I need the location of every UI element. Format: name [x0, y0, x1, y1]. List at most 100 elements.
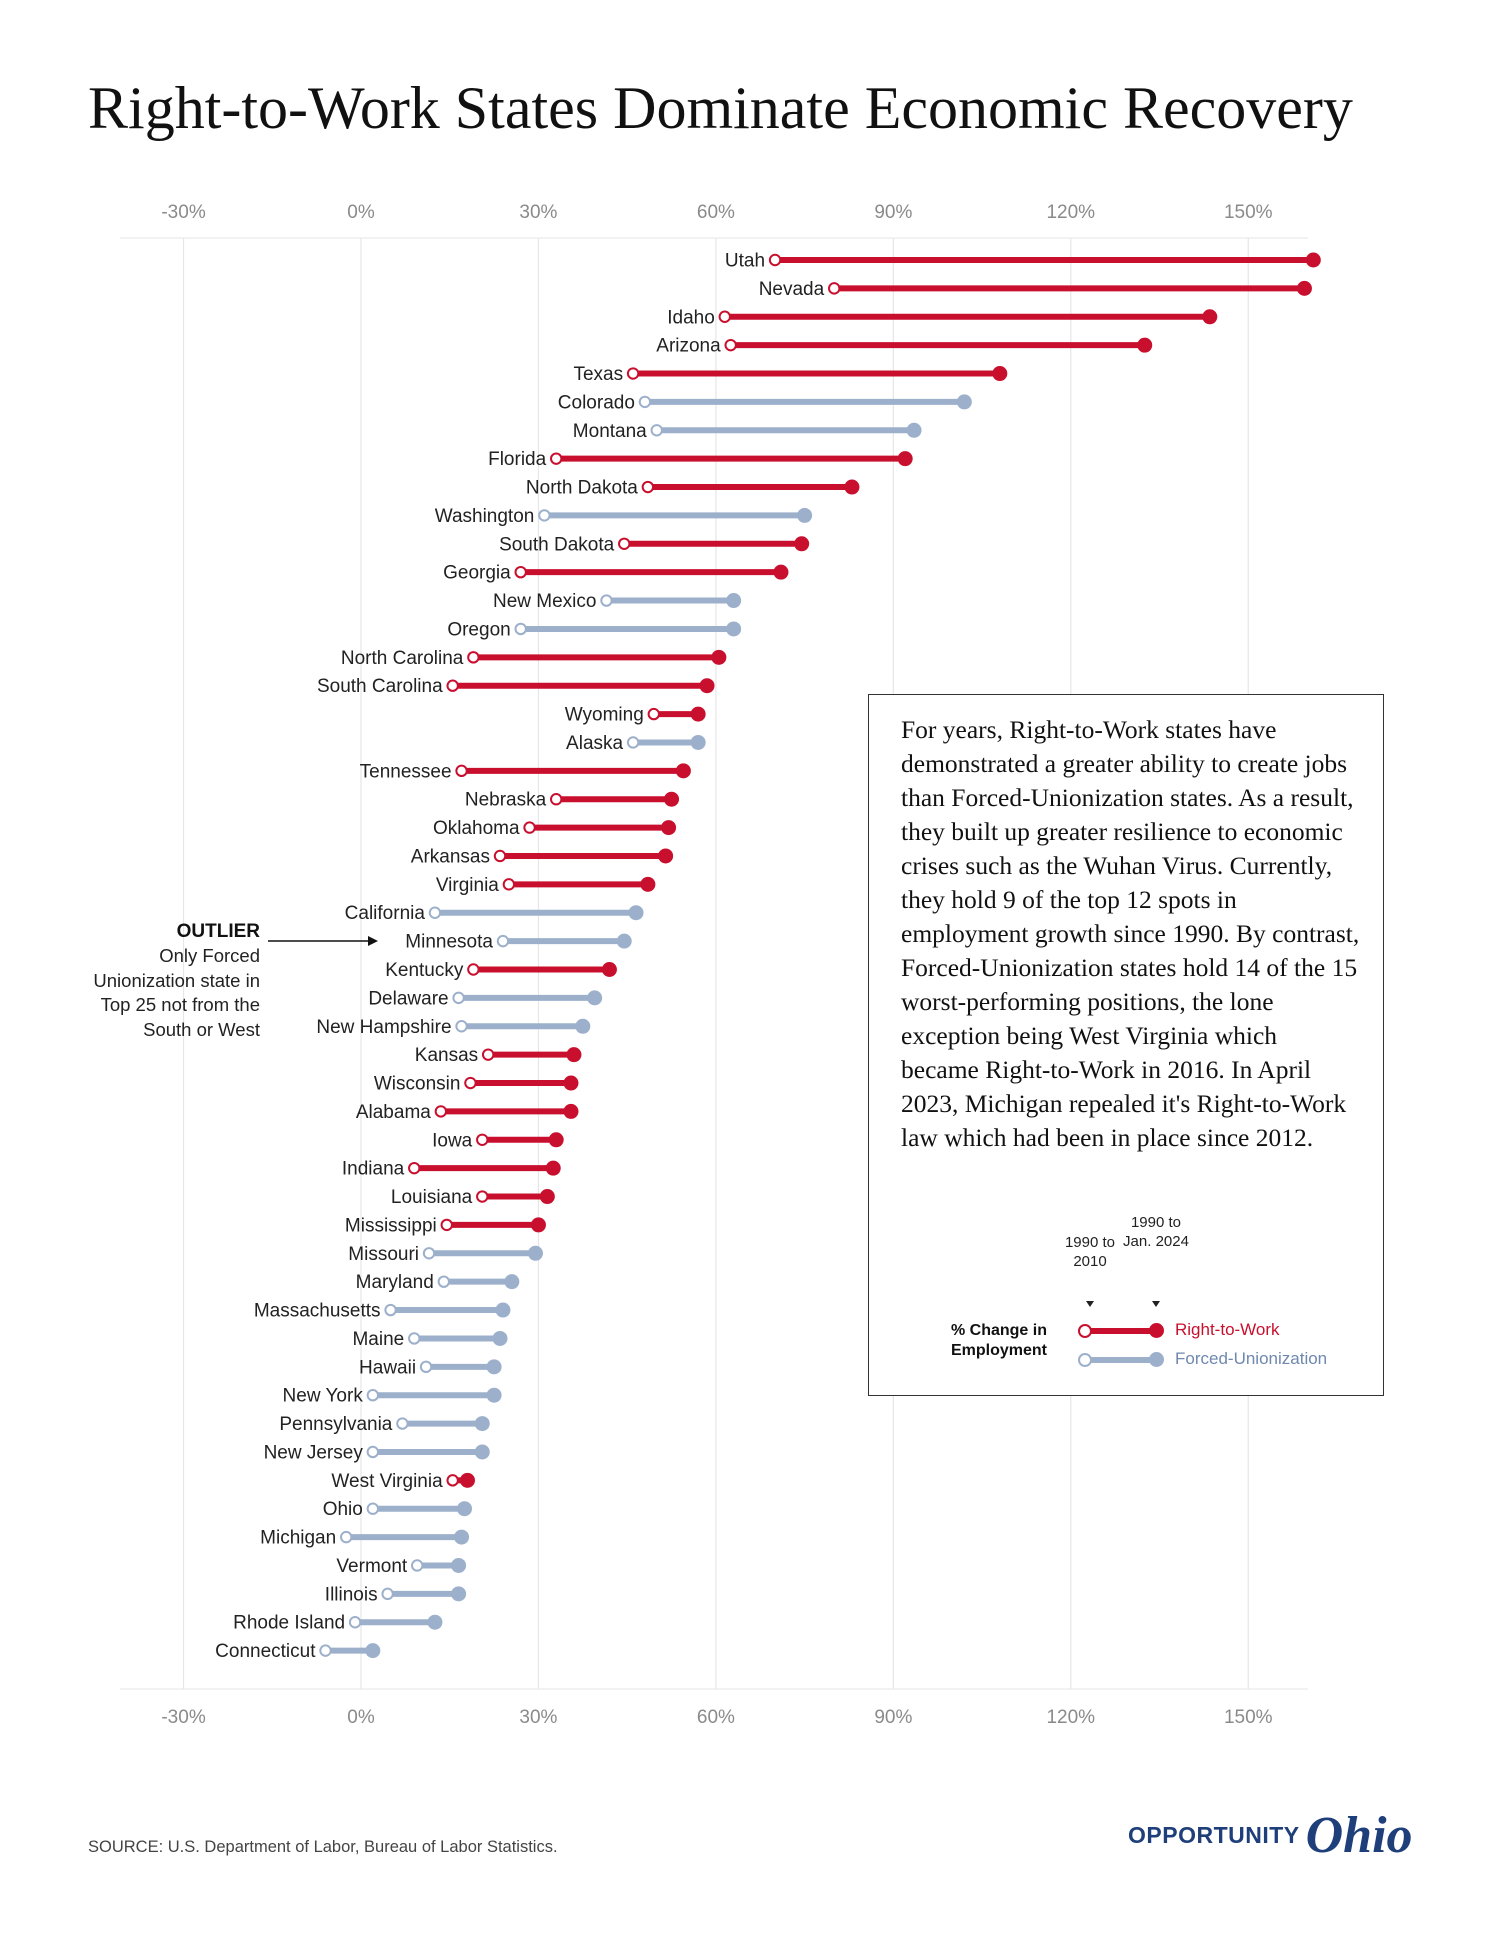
x-tick-label-top: -30% — [161, 202, 205, 223]
state-row: Florida — [488, 449, 913, 470]
state-label: Colorado — [558, 392, 635, 413]
state-row: Virginia — [436, 875, 656, 896]
state-row: Idaho — [667, 307, 1218, 328]
state-row: California — [345, 903, 644, 924]
state-row: North Carolina — [341, 648, 727, 669]
end-marker-1990-2024 — [575, 1018, 591, 1034]
state-label: New York — [283, 1386, 364, 1407]
end-marker-1990-2024 — [563, 1103, 579, 1119]
state-label: Maryland — [356, 1272, 434, 1293]
state-label: Ohio — [323, 1499, 363, 1520]
start-marker-1990-2010 — [467, 651, 480, 664]
legend-period-end: 1990 to Jan. 2024 — [1123, 1214, 1189, 1250]
x-tick-label-top: 90% — [874, 202, 912, 223]
end-marker-1990-2024 — [773, 564, 789, 580]
state-row: Georgia — [443, 563, 789, 584]
start-marker-1990-2010 — [428, 906, 442, 919]
start-marker-1990-2010 — [446, 1474, 459, 1487]
end-marker-1990-2024 — [486, 1387, 502, 1403]
end-marker-1990-2024 — [530, 1217, 546, 1233]
outlier-arrow-icon — [268, 936, 378, 946]
legend-arrow-end-icon — [1152, 1301, 1160, 1307]
state-label: Wyoming — [565, 705, 644, 726]
start-marker-1990-2010 — [493, 849, 507, 863]
start-marker-1990-2010 — [437, 1275, 451, 1288]
start-marker-1990-2010 — [366, 1389, 380, 1402]
state-label: Illinois — [325, 1584, 378, 1605]
state-row: Nevada — [759, 279, 1312, 300]
end-marker-1990-2024 — [495, 1302, 511, 1318]
start-marker-1990-2010 — [476, 1190, 489, 1203]
state-label: Wisconsin — [374, 1074, 461, 1095]
x-tick-label-top: 0% — [347, 202, 375, 223]
end-marker-1990-2024 — [726, 621, 742, 637]
end-marker-1990-2024 — [897, 451, 913, 467]
state-label: Rhode Island — [233, 1613, 345, 1634]
end-marker-1990-2024 — [451, 1586, 467, 1602]
state-row: New York — [283, 1386, 502, 1407]
state-row: New Mexico — [493, 591, 742, 612]
end-marker-1990-2024 — [690, 706, 706, 722]
end-marker-1990-2024 — [527, 1245, 543, 1261]
end-marker-1990-2024 — [545, 1160, 561, 1176]
state-label: Arizona — [656, 336, 721, 357]
x-axis-bottom: -30% 0% 30% 60% 90% 120% 150% — [161, 1707, 1272, 1728]
logo-word: OPPORTUNITY — [1128, 1822, 1300, 1848]
state-row: Tennessee — [360, 761, 691, 782]
start-marker-1990-2010 — [446, 679, 459, 692]
state-label: Minnesota — [405, 932, 493, 953]
end-marker-1990-2024 — [454, 1529, 470, 1545]
state-row: Nebraska — [465, 790, 680, 811]
end-marker-1990-2024 — [548, 1132, 564, 1148]
end-marker-1990-2024 — [794, 536, 810, 552]
end-marker-1990-2024 — [1296, 280, 1312, 296]
end-marker-1990-2024 — [587, 990, 603, 1006]
start-marker-1990-2010 — [600, 594, 613, 607]
state-row: Michigan — [260, 1528, 470, 1549]
start-marker-1990-2010 — [408, 1332, 421, 1345]
state-row: Arkansas — [411, 846, 674, 867]
end-marker-1990-2024 — [992, 366, 1008, 382]
end-marker-1990-2024 — [797, 507, 813, 523]
end-marker-1990-2024 — [492, 1330, 508, 1346]
state-label: Tennessee — [360, 761, 452, 782]
state-row: New Hampshire — [316, 1017, 591, 1038]
start-marker-1990-2010 — [481, 1048, 495, 1061]
legend-measure-label: % Change in Employment — [950, 1322, 1047, 1359]
state-label: Iowa — [432, 1130, 473, 1151]
start-marker-1990-2010 — [523, 821, 536, 834]
state-row: Louisiana — [391, 1187, 555, 1208]
state-row: Texas — [573, 364, 1008, 385]
start-marker-1990-2010 — [514, 622, 527, 636]
end-marker-1990-2024 — [1137, 337, 1153, 353]
start-marker-1990-2010 — [768, 253, 782, 267]
state-label: Indiana — [342, 1159, 405, 1180]
state-row: Colorado — [558, 392, 972, 413]
end-marker-1990-2024 — [474, 1444, 490, 1460]
state-row: Missouri — [348, 1244, 543, 1265]
x-tick-label-bottom: 30% — [519, 1707, 557, 1728]
state-row: Indiana — [342, 1159, 561, 1180]
state-label: Alabama — [356, 1102, 431, 1123]
state-row: Oregon — [447, 619, 742, 640]
start-marker-1990-2010 — [422, 1247, 436, 1260]
state-label: North Carolina — [341, 648, 464, 669]
state-label: Alaska — [566, 733, 623, 754]
state-row: Washington — [435, 506, 813, 527]
end-marker-1990-2024 — [616, 933, 632, 949]
state-label: Hawaii — [359, 1357, 416, 1378]
end-marker-1990-2024 — [459, 1472, 475, 1488]
start-marker-1990-2010 — [464, 1076, 477, 1090]
end-marker-1990-2024 — [563, 1075, 579, 1091]
state-row: Vermont — [336, 1556, 467, 1577]
start-marker-1990-2010 — [828, 282, 841, 295]
end-marker-1990-2024 — [427, 1614, 443, 1630]
end-marker-1990-2024 — [640, 876, 656, 892]
start-marker-1990-2010 — [452, 991, 465, 1005]
state-rows: Utah Nevada Idaho Arizona Texas Colorado Monta… — [215, 251, 1321, 1662]
state-label: Oregon — [447, 619, 510, 640]
end-marker-1990-2024 — [658, 848, 674, 864]
gridlines — [120, 237, 1308, 1690]
start-marker-1990-2010 — [549, 452, 563, 465]
state-label: Georgia — [443, 563, 511, 584]
